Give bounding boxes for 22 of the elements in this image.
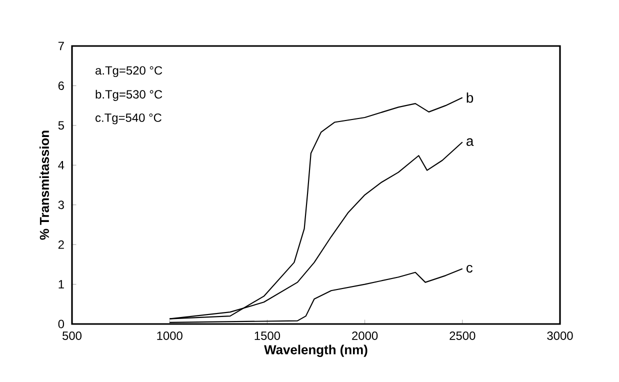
series-label: c	[466, 264, 473, 273]
y-tick-label: 3	[58, 200, 64, 210]
annotation: a.Tg=520 °C	[96, 66, 162, 78]
annotation: b.Tg=530 °C	[96, 90, 162, 101]
y-tick-label: 7	[58, 42, 64, 50]
series-label: b	[466, 92, 474, 103]
x-axis-title: Wavelength (nm)	[264, 344, 368, 357]
y-axis-title: % Transmitassion	[39, 130, 50, 240]
x-tick-label: 500	[62, 332, 82, 340]
x-tick-label: 2000	[352, 332, 378, 340]
x-tick-label: 3000	[547, 332, 573, 340]
y-tick-label: 4	[58, 161, 64, 170]
y-tick-label: 2	[58, 240, 64, 249]
x-tick-label: 1500	[254, 332, 280, 340]
y-tick-label: 0	[58, 320, 64, 328]
x-tick-label: 1000	[157, 332, 182, 340]
x-tick-label: 2500	[450, 332, 476, 340]
y-tick-label: 6	[58, 81, 64, 90]
y-tick-label: 1	[58, 280, 64, 288]
series-label: a	[466, 138, 474, 146]
y-tick-label: 5	[58, 121, 64, 130]
annotation: c.Tg=540 °C	[96, 113, 162, 124]
